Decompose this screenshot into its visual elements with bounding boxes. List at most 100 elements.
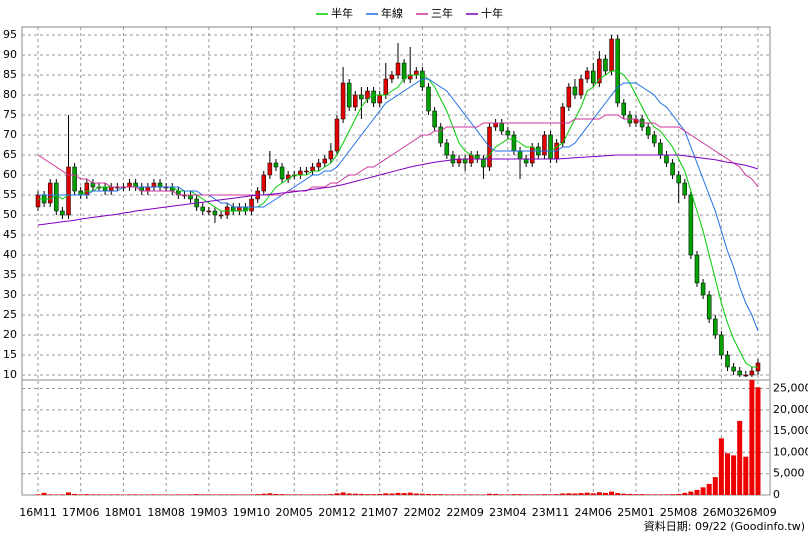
volume-bar <box>53 494 59 495</box>
candle-body <box>401 62 407 80</box>
candle-body <box>688 194 694 256</box>
candle-body <box>353 94 358 108</box>
candle-body <box>316 162 321 168</box>
candle-body <box>609 38 614 72</box>
y-tick-label: 30 <box>3 288 17 301</box>
volume-bar <box>96 494 102 495</box>
candle-body <box>566 86 572 108</box>
volume-bar <box>712 477 718 495</box>
volume-bar <box>249 494 255 495</box>
volume-bar <box>47 494 53 495</box>
volume-bar <box>419 493 425 495</box>
y-tick-label: 95 <box>3 28 17 41</box>
volume-bar <box>584 492 590 495</box>
candle-body <box>108 186 114 192</box>
y-tick-label: 15 <box>3 348 17 361</box>
candle-body <box>542 134 547 156</box>
candle-body <box>200 206 205 212</box>
candle-body <box>694 254 700 284</box>
volume-bar <box>743 456 749 495</box>
candle-body <box>450 154 456 164</box>
candle-body <box>426 86 431 112</box>
volume-bar <box>72 493 78 495</box>
volume-bar <box>175 494 181 495</box>
volume-bar <box>389 493 395 495</box>
candle-body <box>658 142 663 156</box>
volume-bar <box>297 494 303 495</box>
volume-bar <box>267 493 273 495</box>
candle-body <box>652 134 657 144</box>
candle-body <box>591 70 596 84</box>
candle-body <box>444 142 450 156</box>
volume-bar <box>676 493 682 495</box>
candle-body <box>529 146 535 164</box>
volume-bar <box>670 494 676 495</box>
volume-bar <box>694 489 700 495</box>
candle-body <box>414 70 419 76</box>
candle-body <box>505 130 511 136</box>
volume-bar <box>682 492 688 495</box>
candle-body <box>603 58 608 72</box>
y2-tick-label: 25,000 <box>773 382 808 395</box>
candle-body <box>432 110 437 128</box>
volume-bar <box>535 494 541 495</box>
volume-bar <box>120 494 126 495</box>
volume-bar <box>127 494 133 495</box>
candle-body <box>322 158 328 164</box>
x-tick-label: 21M07 <box>361 506 399 519</box>
volume-bar <box>511 494 517 495</box>
candle-body <box>389 74 395 80</box>
x-tick-label: 25M08 <box>660 506 698 519</box>
candle-body <box>340 82 346 120</box>
volume-bar <box>273 493 279 495</box>
candle-body <box>218 214 224 217</box>
volume-bar <box>279 494 285 495</box>
candle-body <box>713 318 718 336</box>
volume-bar <box>438 494 444 495</box>
volume-bar <box>66 492 72 495</box>
x-tick-label: 16M11 <box>19 506 57 519</box>
legend-label: 半年 <box>331 6 353 20</box>
volume-bar <box>718 438 724 495</box>
volume-bar <box>364 494 370 495</box>
volume-bar <box>206 494 212 495</box>
volume-bar <box>505 494 511 495</box>
candle-body <box>127 182 132 188</box>
volume-bar <box>334 493 340 495</box>
volume-bar <box>169 494 175 495</box>
volume-bar <box>578 493 584 495</box>
volume-bar <box>358 493 364 495</box>
volume-bar <box>59 494 65 495</box>
volume-bar <box>724 453 730 495</box>
y-tick-label: 40 <box>3 248 17 261</box>
x-tick-label: 23M04 <box>489 506 527 519</box>
candle-body <box>737 370 742 376</box>
candle-body <box>481 158 486 168</box>
y-tick-label: 45 <box>3 228 17 241</box>
volume-bar <box>230 494 236 495</box>
y-tick-label: 20 <box>3 328 17 341</box>
volume-bar <box>261 493 267 495</box>
candle-body <box>731 366 736 372</box>
volume-bar <box>242 494 248 495</box>
volume-bar <box>572 493 578 495</box>
volume-bar <box>322 494 328 495</box>
candle-body <box>743 374 749 377</box>
candle-body <box>54 182 59 212</box>
volume-bar <box>548 494 554 495</box>
volume-bar <box>41 492 47 495</box>
candle-body <box>749 370 755 376</box>
volume-bar <box>487 493 493 495</box>
volume-bar <box>163 494 169 495</box>
x-tick-label: 19M03 <box>190 506 228 519</box>
x-tick-label: 26M09 <box>739 506 777 519</box>
y-tick-label: 70 <box>3 128 17 141</box>
candle-body <box>151 182 157 188</box>
candle-body <box>664 154 669 164</box>
x-tick-label: 20M12 <box>318 506 356 519</box>
volume-bar <box>181 494 187 495</box>
volume-bar <box>407 492 413 495</box>
candle-body <box>395 62 401 76</box>
volume-bar <box>285 494 291 495</box>
